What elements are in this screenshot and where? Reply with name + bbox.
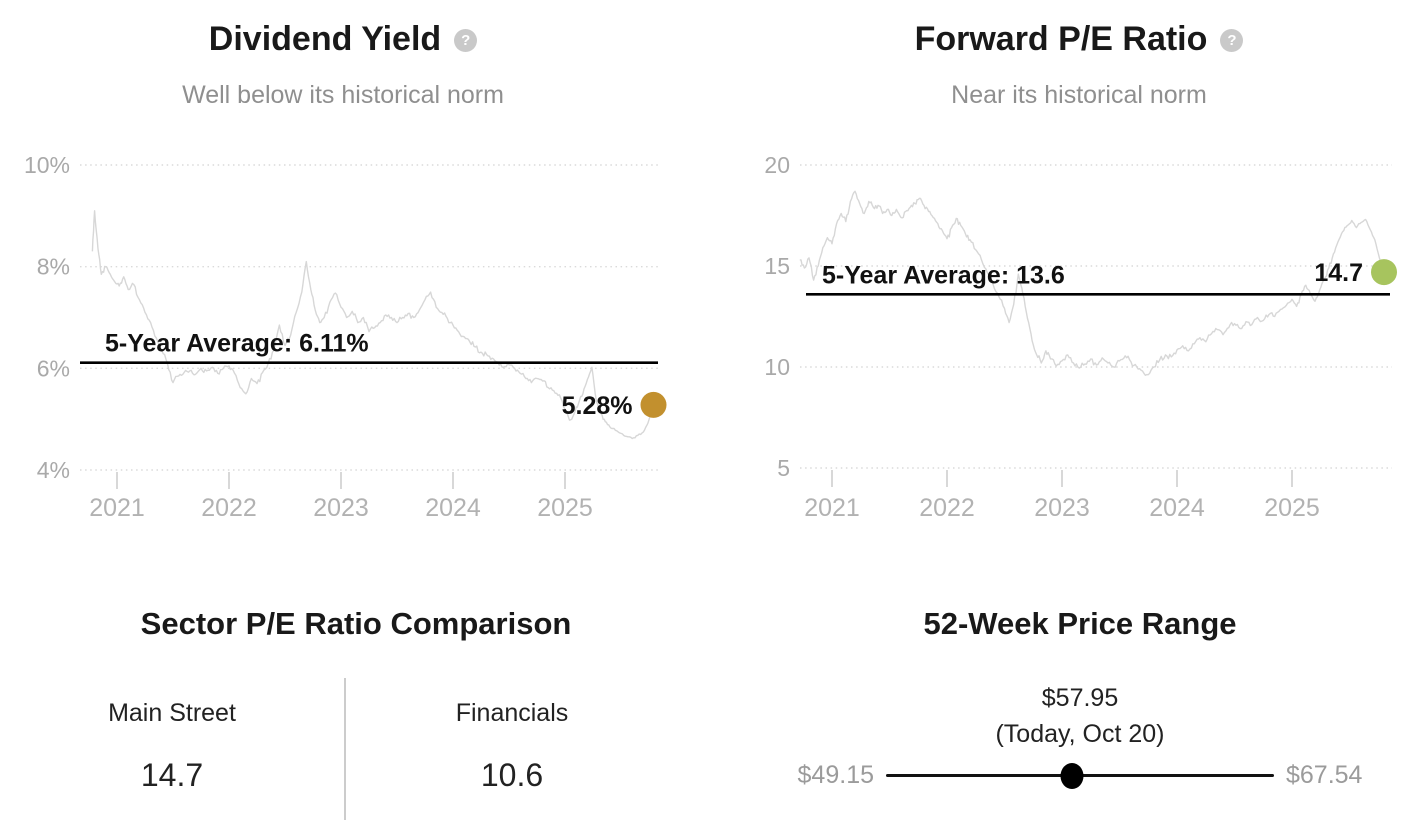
- chart-subtitle: Near its historical norm: [951, 81, 1207, 109]
- history-line: [91, 210, 655, 440]
- x-axis-label: 2022: [919, 494, 975, 522]
- section-title: Sector P/E Ratio Comparison: [140, 606, 572, 641]
- comparison-value: 10.6: [480, 757, 544, 793]
- forward-pe-chart: 20 15 10 5 2021 2022 2023 2024 2025 5-Year Averag…: [764, 152, 1397, 522]
- range-track: [886, 762, 1274, 789]
- x-axis-label: 2024: [1149, 494, 1205, 522]
- range-low-label: $49.15: [797, 761, 874, 789]
- current-value-label: 5.28%: [562, 392, 633, 420]
- y-axis-label: 5: [777, 455, 790, 481]
- y-axis-label: 10: [764, 354, 790, 380]
- history-line: [799, 190, 1385, 377]
- average-label: 5-Year Average: 13.6: [822, 261, 1065, 289]
- x-axis-label: 2022: [201, 494, 257, 522]
- chart-title: Dividend Yield: [208, 20, 442, 58]
- y-axis-label: 8%: [37, 254, 70, 280]
- y-axis-label: 15: [764, 253, 790, 279]
- y-axis-label: 4%: [37, 457, 70, 483]
- section-title: 52-Week Price Range: [923, 606, 1237, 641]
- price-range-panel: 52-Week Price Range $57.95 (Today, Oct 2…: [712, 580, 1424, 834]
- y-axis-label: 20: [764, 152, 790, 178]
- y-axis-label: 10%: [24, 152, 70, 178]
- current-value-dot: [640, 391, 667, 418]
- dividend-yield-panel: Dividend Yield ? Well below its historic…: [0, 0, 712, 580]
- range-high-label: $67.54: [1286, 761, 1363, 789]
- current-value-label: 14.7: [1314, 259, 1363, 287]
- y-axis-label: 6%: [37, 355, 70, 381]
- x-axis-label: 2021: [89, 494, 145, 522]
- dividend-yield-chart: 10% 8% 6% 4% 2021 2022 2023 2024 2025 5-Year Aver…: [24, 152, 667, 522]
- comparison-item-financials: Financials 10.6: [344, 678, 678, 820]
- help-icon[interactable]: ?: [454, 29, 478, 52]
- comparison-value: 14.7: [140, 757, 204, 793]
- comparison-row: Main Street 14.7 Financials 10.6: [0, 678, 678, 820]
- x-axis-label: 2023: [313, 494, 369, 522]
- chart-subtitle: Well below its historical norm: [182, 81, 504, 109]
- chart-title: Forward P/E Ratio: [914, 20, 1208, 58]
- x-axis-label: 2024: [425, 494, 481, 522]
- current-price-knob: [1060, 762, 1084, 789]
- price-range-slider: $49.15 $67.54: [736, 761, 1424, 790]
- chart-header: Forward P/E Ratio ?: [723, 20, 1424, 58]
- sector-comparison-panel: Sector P/E Ratio Comparison Main Street …: [0, 580, 712, 834]
- x-axis-label: 2025: [537, 494, 593, 522]
- comparison-label: Financials: [455, 699, 569, 727]
- current-price: $57.95: [1041, 684, 1119, 712]
- help-icon[interactable]: ?: [1220, 29, 1244, 52]
- forward-pe-panel: Forward P/E Ratio ? Near its historical …: [712, 0, 1424, 580]
- current-price-note: (Today, Oct 20): [995, 720, 1165, 748]
- comparison-item-main-street: Main Street 14.7: [0, 678, 344, 820]
- comparison-label: Main Street: [108, 699, 236, 727]
- x-axis-label: 2023: [1034, 494, 1090, 522]
- price-range-content: 52-Week Price Range $57.95 (Today, Oct 2…: [736, 580, 1424, 834]
- chart-header: Dividend Yield ?: [0, 20, 699, 58]
- x-axis-label: 2025: [1264, 494, 1320, 522]
- current-value-dot: [1371, 259, 1397, 286]
- x-axis-label: 2021: [804, 494, 860, 522]
- average-label: 5-Year Average: 6.11%: [105, 330, 369, 358]
